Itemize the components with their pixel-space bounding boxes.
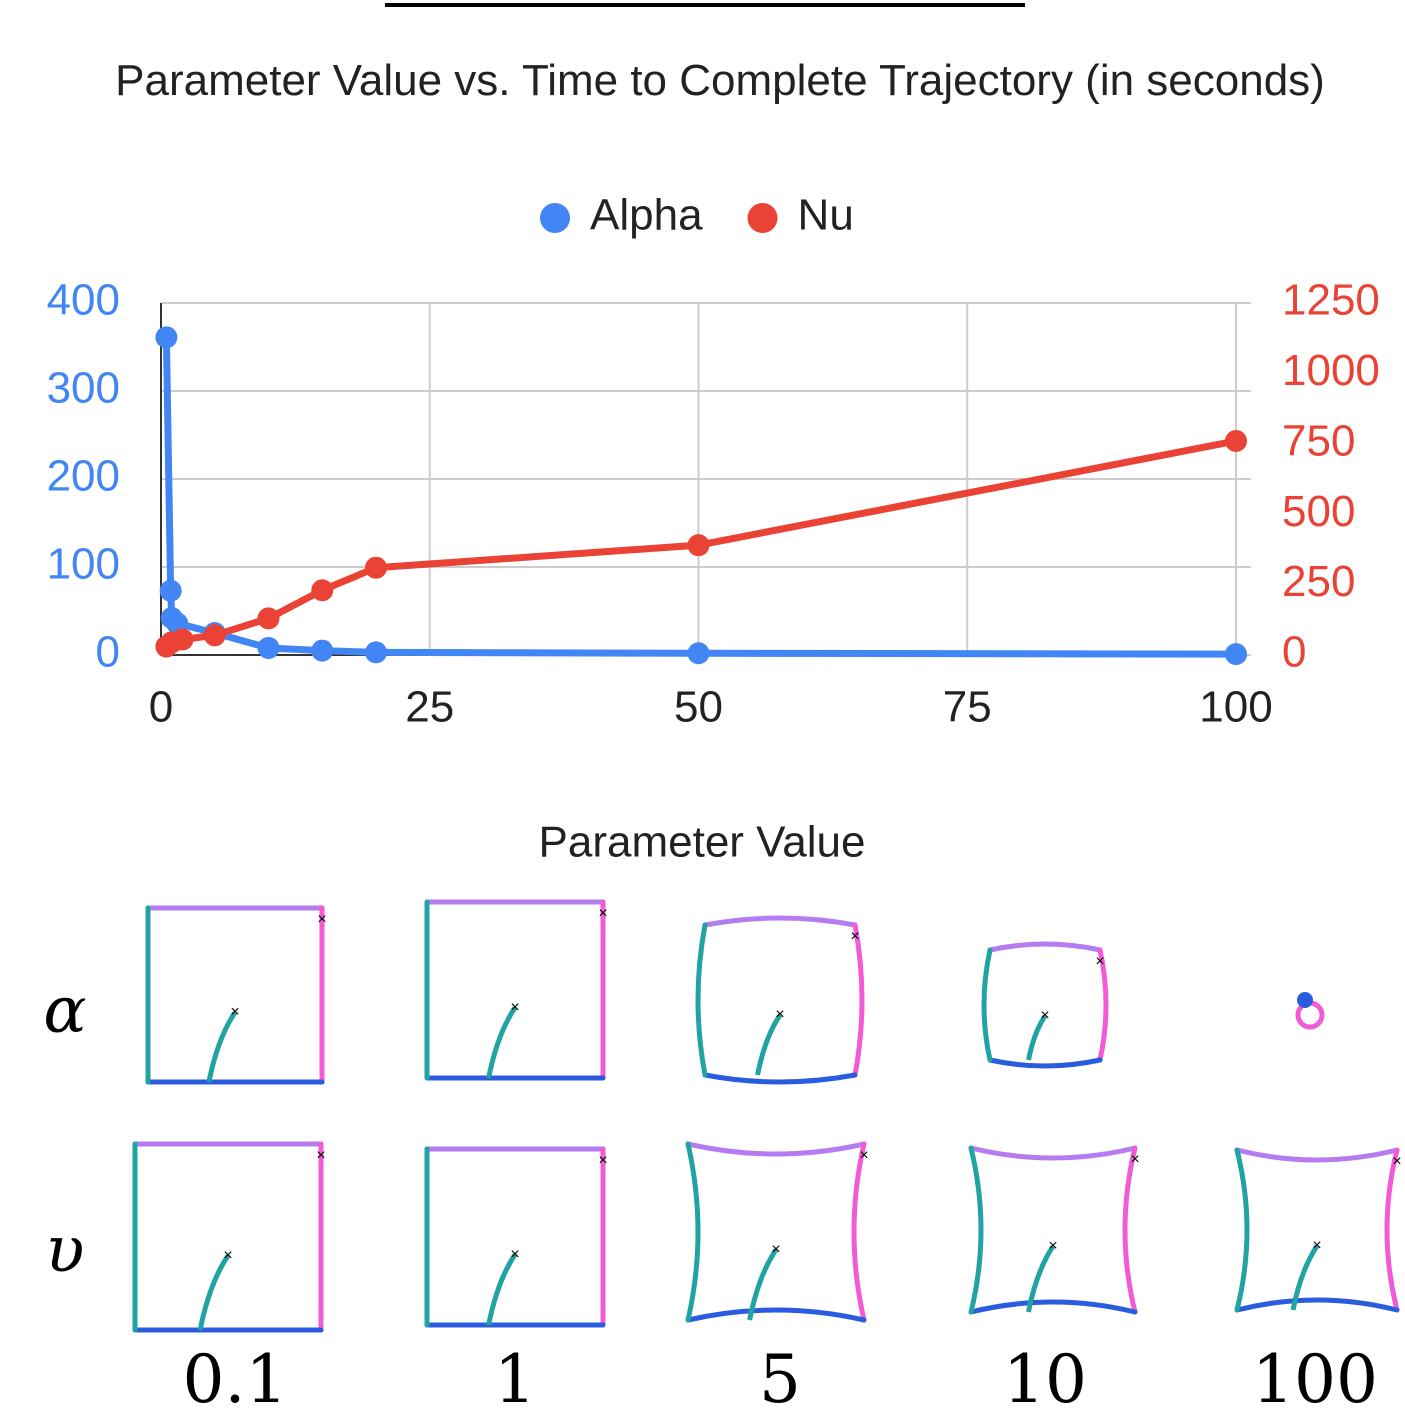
y-tick-label: 100 (47, 540, 120, 589)
trajectory-side (688, 1144, 864, 1154)
waypoint-mark: × (775, 1006, 784, 1023)
waypoint-mark: × (1095, 953, 1104, 970)
data-point (258, 607, 280, 629)
trajectory-blob (1297, 992, 1313, 1008)
y2-tick-label: 500 (1282, 487, 1355, 536)
row-label: υ (46, 1214, 85, 1288)
trajectory-side (688, 1144, 698, 1320)
row-label: α (43, 974, 86, 1048)
trajectory-tail (489, 1008, 515, 1078)
x-tick-label: 50 (674, 683, 723, 732)
legend-label: Nu (798, 191, 854, 240)
trajectory-side (688, 1310, 864, 1320)
y2-tick-label: 250 (1282, 557, 1355, 606)
column-label: 10 (1003, 1341, 1087, 1418)
trajectory-side (1237, 1300, 1397, 1310)
trajectory-side (1125, 1148, 1135, 1312)
series-line (166, 337, 1236, 654)
x-tick-label: 75 (943, 683, 992, 732)
column-label: 1 (494, 1341, 536, 1418)
x-tick-label: 0 (149, 683, 173, 732)
trajectory-side (1237, 1150, 1397, 1160)
waypoint-mark: × (230, 1004, 239, 1021)
y-tick-label: 400 (47, 276, 120, 325)
y-tick-label: 200 (47, 452, 120, 501)
waypoint-mark: × (1392, 1153, 1401, 1170)
data-point (172, 629, 194, 651)
figure-title: Parameter Value (539, 818, 866, 867)
trajectory-side (854, 1144, 864, 1320)
data-point (1225, 430, 1247, 452)
trajectory-side (705, 1075, 855, 1082)
waypoint-mark: × (598, 1152, 607, 1169)
waypoint-mark: × (1130, 1151, 1139, 1168)
trajectory-tail (209, 1012, 235, 1082)
waypoint-mark: × (1040, 1007, 1049, 1024)
waypoint-mark: × (1048, 1238, 1057, 1255)
waypoint-mark: × (510, 999, 519, 1016)
data-point (311, 579, 333, 601)
waypoint-mark: × (1312, 1237, 1321, 1254)
waypoint-mark: × (317, 911, 326, 928)
trajectory-side (698, 925, 705, 1075)
trajectory-side (1387, 1150, 1397, 1310)
trajectory-side (855, 925, 862, 1075)
waypoint-mark: × (510, 1246, 519, 1263)
page: {"chart_data": {"type": "line", "title":… (0, 0, 1405, 1422)
x-tick-label: 100 (1199, 683, 1272, 732)
waypoint-mark: × (859, 1147, 868, 1164)
trajectory-side (984, 950, 990, 1060)
data-point (365, 557, 387, 579)
x-tick-label: 25 (405, 683, 454, 732)
trajectory-side (990, 1060, 1100, 1066)
y2-tick-label: 0 (1282, 628, 1306, 677)
data-point (311, 640, 333, 662)
trajectory-side (705, 918, 855, 925)
column-label: 100 (1252, 1341, 1378, 1418)
trajectory-side (990, 944, 1100, 950)
legend-marker (748, 203, 778, 233)
data-point (688, 642, 710, 664)
data-point (1225, 643, 1247, 665)
data-point (155, 326, 177, 348)
waypoint-mark: × (316, 1147, 325, 1164)
y2-tick-label: 1000 (1282, 346, 1380, 395)
data-point (160, 580, 182, 602)
y-tick-label: 300 (47, 364, 120, 413)
y2-tick-label: 1250 (1282, 276, 1380, 325)
data-point (365, 641, 387, 663)
trajectory-side (971, 1148, 981, 1312)
legend-label: Alpha (590, 191, 703, 240)
legend-marker (540, 203, 570, 233)
trajectory-side (1237, 1150, 1247, 1310)
trajectory-tail (489, 1255, 515, 1325)
data-point (204, 624, 226, 646)
y2-tick-label: 750 (1282, 416, 1355, 465)
y-tick-label: 0 (96, 628, 120, 677)
data-point (258, 637, 280, 659)
trajectory-tail (758, 1015, 781, 1075)
column-label: 5 (759, 1341, 801, 1418)
waypoint-mark: × (598, 905, 607, 922)
column-label: 0.1 (183, 1341, 288, 1418)
waypoint-mark: × (771, 1241, 780, 1258)
trajectory-side (971, 1302, 1135, 1312)
trajectory-tail (200, 1256, 228, 1330)
trajectory-grid: × × × × × × × × × × × × × × × × × × (135, 902, 1402, 1330)
chart: ×××××××××××××××××× 025507510001002003004… (0, 0, 1405, 1422)
data-point (688, 534, 710, 556)
trajectory-side (971, 1148, 1135, 1158)
waypoint-mark: × (850, 928, 859, 945)
waypoint-mark: × (223, 1247, 232, 1264)
